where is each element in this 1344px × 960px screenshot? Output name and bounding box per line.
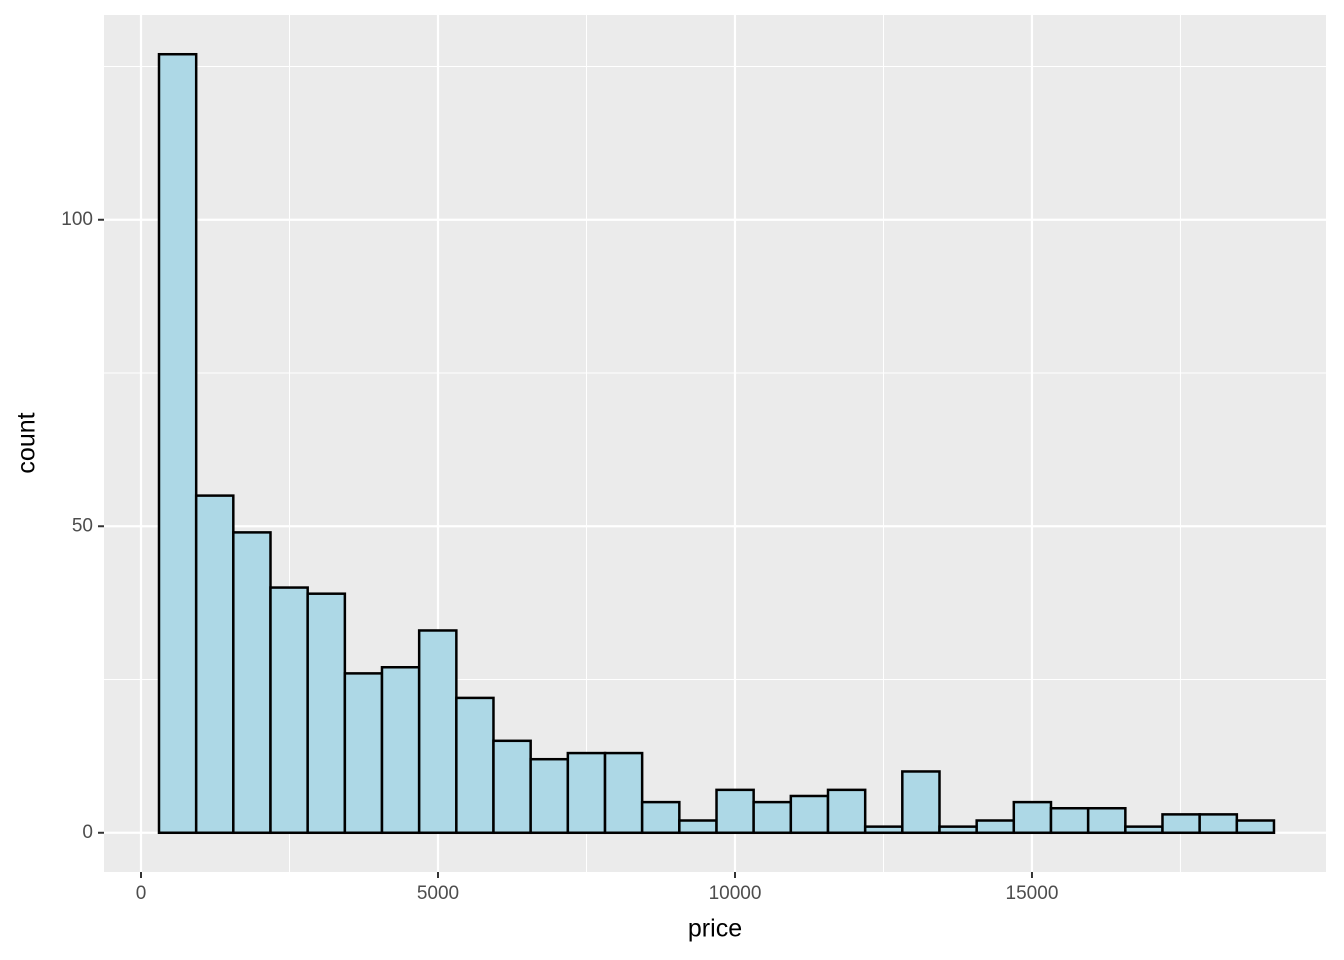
bar bbox=[417, 629, 458, 835]
bar bbox=[380, 666, 421, 835]
bar bbox=[566, 751, 607, 835]
bar bbox=[901, 770, 941, 835]
bar bbox=[232, 531, 272, 835]
y-axis-title: count bbox=[13, 412, 41, 473]
bar bbox=[1161, 813, 1201, 835]
bar bbox=[938, 825, 978, 835]
bar bbox=[1235, 819, 1276, 835]
bar bbox=[715, 788, 755, 835]
bar bbox=[529, 757, 570, 835]
bar bbox=[640, 800, 681, 835]
y-tick-label: 0 bbox=[82, 822, 93, 843]
y-tick-label: 100 bbox=[61, 209, 93, 230]
x-tick-label: 5000 bbox=[417, 883, 459, 904]
bar bbox=[1124, 825, 1164, 835]
bar bbox=[194, 494, 235, 835]
bar bbox=[752, 800, 793, 835]
bar bbox=[603, 751, 644, 835]
x-tick-label: 0 bbox=[136, 883, 147, 904]
bar bbox=[1086, 806, 1127, 835]
bar bbox=[343, 672, 384, 835]
bar bbox=[306, 592, 347, 835]
bar bbox=[1012, 800, 1053, 835]
x-tick-label: 10000 bbox=[709, 883, 762, 904]
bar bbox=[975, 819, 1016, 835]
bar bbox=[157, 52, 198, 835]
x-tick-label: 15000 bbox=[1006, 883, 1059, 904]
bar bbox=[678, 819, 718, 835]
bar bbox=[863, 825, 904, 835]
bar bbox=[1198, 813, 1239, 835]
x-axis-title: price bbox=[688, 915, 742, 943]
bar bbox=[826, 788, 867, 835]
y-tick-label: 50 bbox=[72, 515, 93, 536]
bar bbox=[269, 586, 309, 835]
bar bbox=[1049, 806, 1090, 835]
bar bbox=[492, 739, 532, 835]
bar bbox=[789, 794, 830, 835]
bar bbox=[455, 696, 495, 835]
